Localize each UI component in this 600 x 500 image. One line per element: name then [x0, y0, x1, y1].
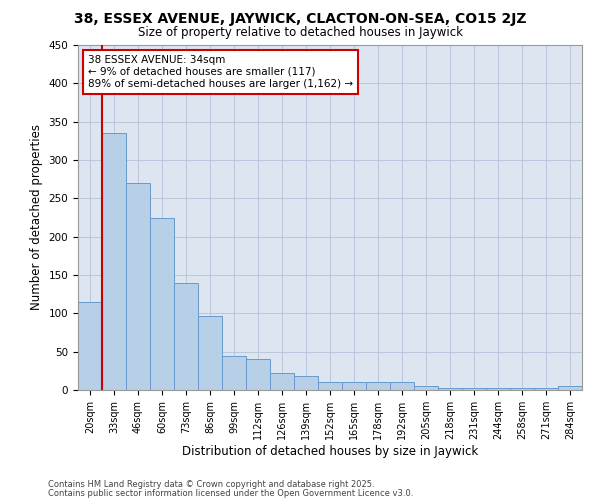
Bar: [270, 373, 294, 390]
Bar: [246, 360, 270, 390]
Bar: [462, 388, 486, 390]
Text: 38 ESSEX AVENUE: 34sqm
← 9% of detached houses are smaller (117)
89% of semi-det: 38 ESSEX AVENUE: 34sqm ← 9% of detached …: [88, 56, 353, 88]
Y-axis label: Number of detached properties: Number of detached properties: [30, 124, 43, 310]
Bar: [534, 388, 558, 390]
Bar: [222, 356, 246, 390]
Bar: [294, 376, 318, 390]
Text: Contains HM Land Registry data © Crown copyright and database right 2025.: Contains HM Land Registry data © Crown c…: [48, 480, 374, 489]
Bar: [558, 386, 582, 390]
Bar: [438, 388, 462, 390]
Bar: [198, 316, 222, 390]
Text: Size of property relative to detached houses in Jaywick: Size of property relative to detached ho…: [137, 26, 463, 39]
Bar: [102, 133, 126, 390]
Bar: [318, 382, 342, 390]
Text: Contains public sector information licensed under the Open Government Licence v3: Contains public sector information licen…: [48, 488, 413, 498]
Bar: [510, 388, 534, 390]
Bar: [342, 382, 366, 390]
Bar: [174, 282, 198, 390]
Text: 38, ESSEX AVENUE, JAYWICK, CLACTON-ON-SEA, CO15 2JZ: 38, ESSEX AVENUE, JAYWICK, CLACTON-ON-SE…: [74, 12, 526, 26]
Bar: [414, 386, 438, 390]
X-axis label: Distribution of detached houses by size in Jaywick: Distribution of detached houses by size …: [182, 444, 478, 458]
Bar: [78, 302, 102, 390]
Bar: [150, 218, 174, 390]
Bar: [390, 382, 414, 390]
Bar: [486, 388, 510, 390]
Bar: [366, 382, 390, 390]
Bar: [126, 183, 150, 390]
